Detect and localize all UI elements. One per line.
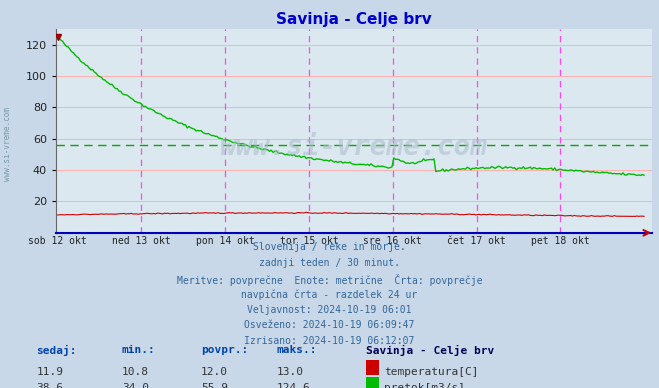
Text: Savinja - Celje brv: Savinja - Celje brv [366, 345, 494, 356]
Text: www.si-vreme.com: www.si-vreme.com [3, 107, 13, 180]
Text: 12.0: 12.0 [201, 367, 228, 377]
Text: www.si-vreme.com: www.si-vreme.com [220, 133, 488, 161]
Text: pretok[m3/s]: pretok[m3/s] [384, 383, 465, 388]
Text: 11.9: 11.9 [36, 367, 63, 377]
Text: Izrisano: 2024-10-19 06:12:07: Izrisano: 2024-10-19 06:12:07 [244, 336, 415, 346]
Text: navpična črta - razdelek 24 ur: navpična črta - razdelek 24 ur [241, 289, 418, 300]
Text: maks.:: maks.: [277, 345, 317, 355]
Text: min.:: min.: [122, 345, 156, 355]
Title: Savinja - Celje brv: Savinja - Celje brv [276, 12, 432, 26]
Text: povpr.:: povpr.: [201, 345, 248, 355]
Text: temperatura[C]: temperatura[C] [384, 367, 478, 377]
Text: Veljavnost: 2024-10-19 06:01: Veljavnost: 2024-10-19 06:01 [247, 305, 412, 315]
Text: zadnji teden / 30 minut.: zadnji teden / 30 minut. [259, 258, 400, 268]
Text: Slovenija / reke in morje.: Slovenija / reke in morje. [253, 242, 406, 253]
Text: Meritve: povprečne  Enote: metrične  Črta: povprečje: Meritve: povprečne Enote: metrične Črta:… [177, 274, 482, 286]
Text: 55.9: 55.9 [201, 383, 228, 388]
Text: 34.0: 34.0 [122, 383, 149, 388]
Text: 10.8: 10.8 [122, 367, 149, 377]
Text: Osveženo: 2024-10-19 06:09:47: Osveženo: 2024-10-19 06:09:47 [244, 320, 415, 330]
Text: sedaj:: sedaj: [36, 345, 76, 356]
Text: 124.6: 124.6 [277, 383, 310, 388]
Text: 38.6: 38.6 [36, 383, 63, 388]
Text: 13.0: 13.0 [277, 367, 304, 377]
